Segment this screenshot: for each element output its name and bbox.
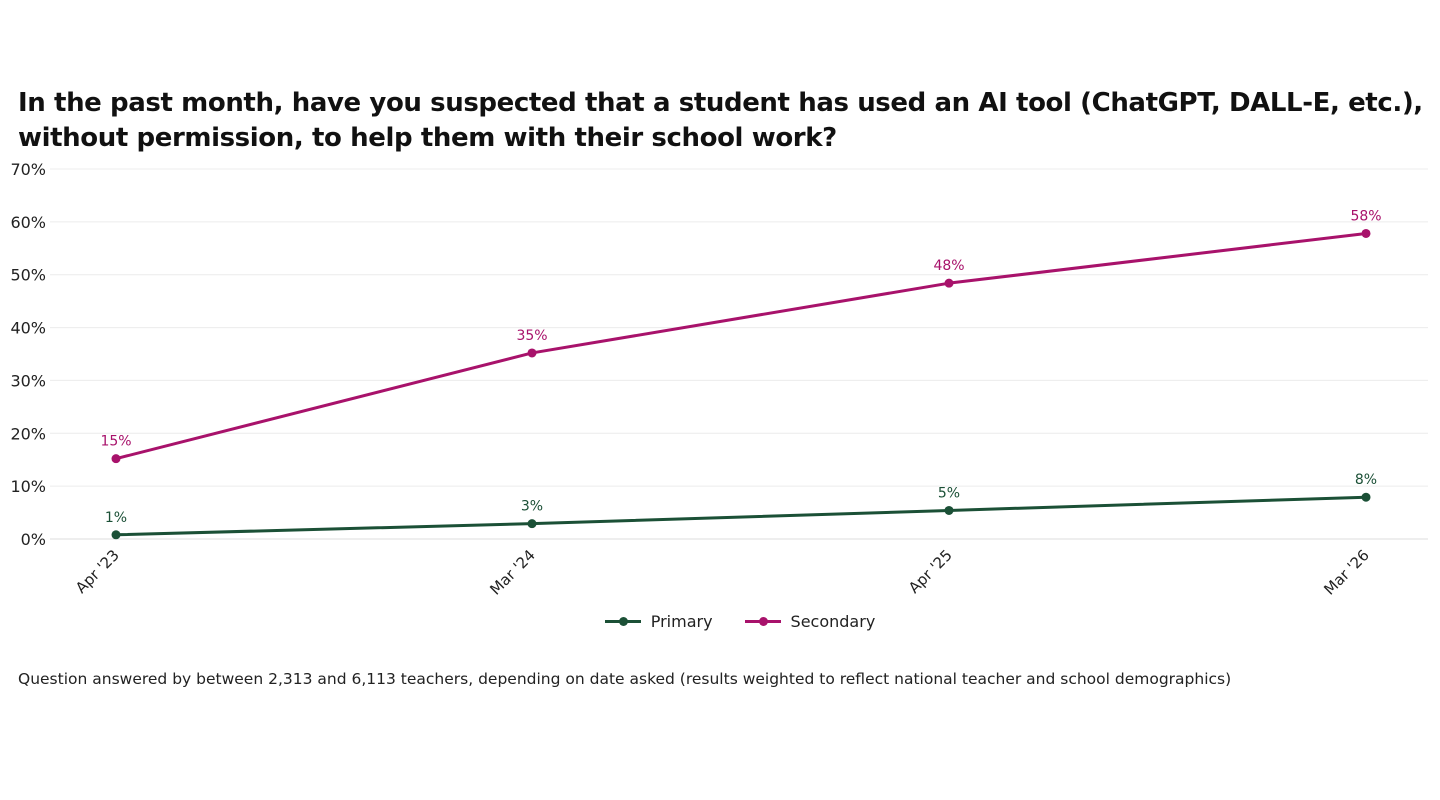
data-point-secondary — [1361, 228, 1371, 238]
data-point-primary — [527, 519, 537, 529]
y-tick-label: 50% — [10, 266, 46, 285]
footnote: Question answered by between 2,313 and 6… — [18, 670, 1232, 688]
chart-legend: Primary Secondary — [0, 612, 1440, 631]
legend-label-secondary: Secondary — [790, 612, 876, 631]
x-tick-label: Mar '24 — [486, 546, 539, 599]
x-axis-tick-labels: Apr '23 Mar '24 Apr '25 Mar '26 — [72, 546, 1373, 599]
data-point-primary — [944, 505, 954, 515]
data-label-primary: 8% — [1355, 472, 1377, 488]
y-tick-label: 70% — [10, 160, 46, 179]
y-axis-tick-labels: 0% 10% 20% 30% 40% 50% 60% 70% — [10, 160, 46, 549]
y-tick-label: 20% — [10, 424, 46, 443]
data-point-secondary — [944, 278, 954, 288]
data-label-primary: 1% — [105, 510, 127, 526]
legend-swatch-secondary — [744, 616, 781, 626]
x-tick-label: Apr '23 — [72, 546, 123, 597]
data-label-primary: 5% — [938, 485, 960, 501]
y-tick-label: 60% — [10, 213, 46, 232]
data-point-primary — [1361, 492, 1371, 502]
data-label-secondary: 58% — [1350, 208, 1381, 224]
data-point-secondary — [111, 454, 121, 464]
data-label-secondary: 35% — [516, 328, 547, 344]
data-point-primary — [111, 530, 121, 540]
series-line-secondary — [114, 231, 1368, 461]
legend-item-secondary[interactable]: Secondary — [744, 612, 876, 631]
y-tick-label: 30% — [10, 371, 46, 390]
legend-label-primary: Primary — [650, 612, 713, 631]
grid-lines — [50, 168, 1428, 540]
legend-swatch-primary — [604, 616, 641, 626]
legend-item-primary[interactable]: Primary — [604, 612, 713, 631]
y-tick-label: 0% — [21, 530, 46, 549]
x-tick-label: Apr '25 — [905, 546, 956, 597]
data-point-secondary — [527, 348, 537, 358]
chart-title: In the past month, have you suspected th… — [18, 88, 1423, 153]
data-labels: 1% 3% 5% 8% 15% 35% 48% 58% — [100, 208, 1381, 525]
series-line-primary — [114, 495, 1368, 537]
data-label-secondary: 15% — [100, 434, 131, 450]
series-lines — [111, 228, 1371, 540]
data-label-primary: 3% — [521, 499, 543, 515]
y-tick-label: 40% — [10, 319, 46, 338]
data-label-secondary: 48% — [933, 258, 964, 274]
x-tick-label: Mar '26 — [1320, 546, 1373, 599]
y-tick-label: 10% — [10, 477, 46, 496]
